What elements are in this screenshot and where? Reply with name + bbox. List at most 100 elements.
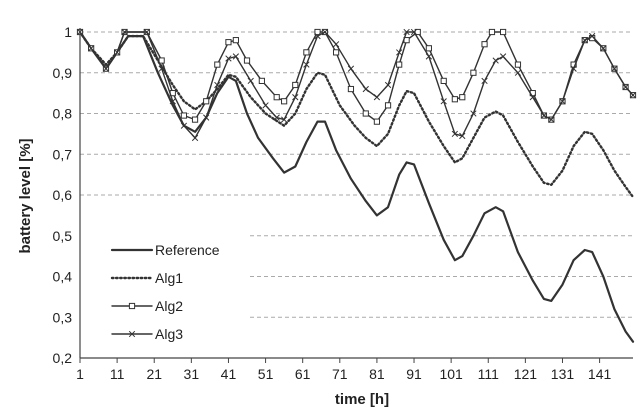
y-tick-label: 0,4 <box>53 269 73 285</box>
series-marker-alg3 <box>540 112 548 119</box>
series-marker-alg3 <box>158 65 165 72</box>
series-marker-alg2 <box>232 37 239 44</box>
series-line-reference <box>78 30 635 343</box>
x-tick-label: 131 <box>551 366 575 382</box>
series-marker-alg2 <box>481 41 488 48</box>
axes: 0,20,30,40,50,60,70,80,911 11 21 31 41 51 61 71… <box>53 24 633 382</box>
x-tick-label: 31 <box>184 366 200 382</box>
series-marker-alg2 <box>488 28 496 36</box>
legend-label-alg2: Alg2 <box>155 298 183 314</box>
x-tick-label: 91 <box>406 366 422 382</box>
series-marker-alg2 <box>500 28 507 36</box>
legend-label-reference: Reference <box>155 242 220 258</box>
series-marker-alg3 <box>459 132 466 140</box>
series-marker-alg2 <box>191 116 199 123</box>
series-marker-alg2 <box>347 85 355 93</box>
y-tick-label: 0,6 <box>53 187 73 203</box>
series-marker-alg3 <box>121 28 128 36</box>
series-marker-alg2 <box>470 69 477 76</box>
series-marker-alg3 <box>570 65 577 72</box>
series-marker-alg2 <box>180 112 188 119</box>
series-marker-alg3 <box>373 94 381 101</box>
series-marker-alg3 <box>232 53 240 60</box>
series-marker-alg3 <box>481 77 488 85</box>
x-tick-label: 41 <box>221 366 237 382</box>
series-marker-alg3 <box>470 110 477 117</box>
x-tick-label: 71 <box>332 366 348 382</box>
series-marker-alg3 <box>180 122 188 129</box>
legend-label-alg3: Alg3 <box>155 326 183 342</box>
series-marker-alg3 <box>629 92 637 99</box>
series-marker-alg3 <box>87 45 95 52</box>
series-marker-alg2 <box>373 118 381 125</box>
grid-lines <box>80 31 633 318</box>
series-marker-alg2 <box>396 61 403 68</box>
series-marker-alg3 <box>314 32 321 40</box>
series-marker-alg3 <box>292 94 299 101</box>
legend: Reference Alg1 Alg2 Alg3 <box>110 242 220 342</box>
series-marker-alg2 <box>425 45 432 52</box>
series-marker-alg3 <box>143 28 150 36</box>
series-marker-alg3 <box>113 49 121 56</box>
series-marker-alg2 <box>514 61 522 68</box>
series-marker-alg2 <box>214 61 221 68</box>
series-marker-alg2 <box>281 98 288 105</box>
series-marker-alg2 <box>203 98 210 105</box>
series-marker-alg2 <box>303 49 310 56</box>
x-tick-label: 111 <box>478 366 499 382</box>
series-marker-alg3 <box>600 45 607 52</box>
series-marker-alg3 <box>169 98 176 105</box>
x-tick-label: 141 <box>588 366 612 382</box>
x-tick-label: 21 <box>146 366 162 382</box>
series-marker-alg2 <box>314 28 321 36</box>
series-marker-alg3 <box>214 81 221 89</box>
series-marker-alg3 <box>396 49 403 56</box>
series-marker-alg2 <box>243 57 251 64</box>
series-marker-alg3 <box>280 116 288 123</box>
series-marker-alg3 <box>622 83 629 91</box>
series-marker-alg3 <box>191 134 199 142</box>
series-marker-alg3 <box>559 98 566 105</box>
series-lines <box>76 28 637 343</box>
series-marker-alg3 <box>425 53 433 60</box>
y-tick-label: 0,2 <box>53 350 73 366</box>
legend-marker-alg2 <box>128 302 136 310</box>
series-marker-alg2 <box>362 110 369 117</box>
series-marker-alg3 <box>273 114 280 121</box>
y-tick-label: 0,7 <box>53 146 73 162</box>
series-marker-alg3 <box>102 65 110 72</box>
y-tick-label: 0,9 <box>53 65 73 81</box>
series-marker-alg2 <box>414 28 421 36</box>
y-tick-label: 0,8 <box>53 106 73 122</box>
series-marker-alg2 <box>440 77 447 85</box>
series-line-alg1 <box>78 30 635 199</box>
series-marker-alg3 <box>410 28 418 36</box>
series-marker-alg3 <box>440 98 447 105</box>
series-marker-alg3 <box>589 32 596 40</box>
x-tick-label: 61 <box>295 366 311 382</box>
series-marker-alg2 <box>273 94 280 101</box>
series-marker-alg2 <box>332 49 340 56</box>
x-tick-label: 101 <box>439 366 463 382</box>
series-marker-alg3 <box>492 57 499 64</box>
y-tick-label: 1 <box>64 24 72 40</box>
y-axis-title: battery level [%] <box>17 138 34 253</box>
x-axis-title: time [h] <box>335 391 389 408</box>
y-tick-label: 0,3 <box>53 309 73 325</box>
series-marker-alg3 <box>225 55 232 62</box>
x-tick-label: 121 <box>514 366 538 382</box>
series-marker-alg3 <box>362 85 369 93</box>
series-marker-alg3 <box>203 114 210 121</box>
series-marker-alg3 <box>321 28 329 36</box>
series-marker-alg3 <box>247 77 254 85</box>
x-tick-label: 81 <box>369 366 385 382</box>
legend-label-alg1: Alg1 <box>155 270 183 286</box>
series-marker-alg3 <box>548 116 555 123</box>
series-marker-alg2 <box>225 39 232 46</box>
x-tick-label: 51 <box>258 366 274 382</box>
series-marker-alg3 <box>581 36 588 44</box>
series-marker-alg2 <box>258 77 265 85</box>
series-marker-alg3 <box>332 41 340 48</box>
series-marker-alg3 <box>347 65 355 72</box>
